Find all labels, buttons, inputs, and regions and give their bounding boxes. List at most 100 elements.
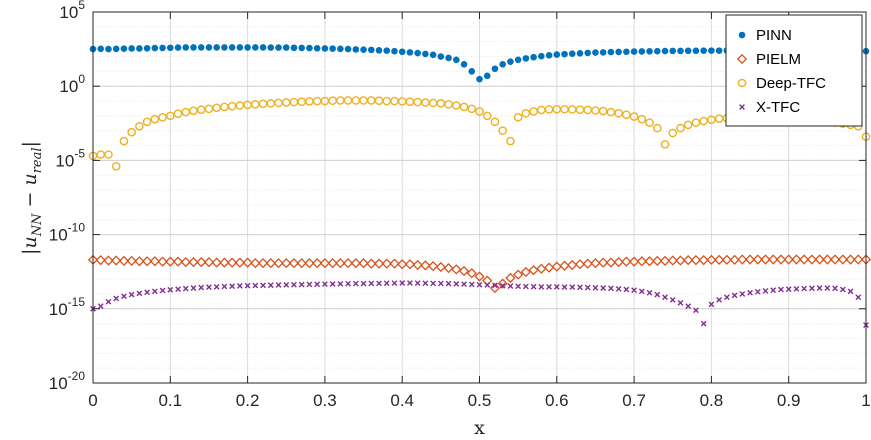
data-point [236,282,243,289]
data-point [492,282,498,289]
data-point [327,257,338,269]
data-point [839,286,846,293]
data-point [306,44,313,52]
data-point [660,140,670,149]
data-point [475,107,484,116]
data-point [414,280,421,286]
legend-label: X-TFC [756,99,800,116]
data-point [708,301,715,308]
data-point [420,260,431,271]
data-point [476,281,483,288]
data-point [375,47,383,54]
data-point [824,285,831,291]
data-point [422,50,429,58]
data-point [637,114,647,124]
data-point [172,256,184,267]
data-point [337,280,344,287]
legend-label: PIELM [756,51,801,68]
data-point [206,284,212,290]
legend-box [725,14,863,127]
data-point [120,45,128,52]
data-point [538,283,545,290]
data-point [614,108,623,118]
data-point [105,298,112,305]
data-point [561,284,568,290]
data-point [121,293,127,300]
data-point [430,280,437,287]
data-point [321,45,329,52]
data-point [406,49,414,56]
data-point [729,254,740,265]
data-point [545,52,553,59]
data-point [638,288,645,295]
data-point [445,54,452,62]
x-tick-label: 0.1 [158,391,182,410]
data-point [491,65,499,73]
data-point [513,113,523,122]
data-point [352,46,360,53]
data-point [257,257,269,269]
data-point [165,111,175,121]
data-point [358,257,369,269]
data-point [182,285,189,292]
data-point [197,44,205,51]
data-point [692,47,700,55]
data-point [662,294,668,301]
data-point [198,284,205,291]
y-tick-label: 105 [59,0,85,22]
data-point [128,45,135,52]
data-point [543,262,555,273]
data-point [466,268,477,279]
data-point [621,256,632,267]
data-point [699,116,708,126]
data-point [739,291,746,297]
data-point [683,120,693,130]
data-point [669,47,677,55]
data-point [623,48,630,56]
data-point [296,257,307,269]
data-point [629,112,639,121]
data-point [188,256,199,268]
data-point [685,303,692,310]
data-point [134,256,145,267]
data-point [608,285,614,292]
x-tick-label: 0.3 [313,391,337,410]
data-point [714,254,725,265]
data-point [367,46,375,54]
data-point [173,109,183,119]
data-point [605,257,617,268]
x-tick-label: 0.5 [468,391,492,410]
data-point [636,256,647,267]
data-point [267,44,275,51]
data-point [638,48,646,55]
legend-marker [736,53,748,65]
data-point [521,108,531,118]
data-point [847,288,854,295]
data-point [646,47,653,55]
data-point [483,72,491,80]
data-point [221,283,228,290]
data-point [182,44,190,51]
data-point [752,254,763,265]
data-point [653,47,661,55]
data-point [768,254,779,265]
data-point [97,45,105,53]
y-axis-label: |uNN − ureal| [19,141,45,255]
data-point [105,45,112,53]
data-point [584,49,592,57]
x-tick-labels: 0 0.1 0.2 0.3 0.4 0.5 0.6 0.7 0.8 0.9 1 [88,391,870,410]
data-point [592,49,599,56]
data-point [159,287,166,294]
data-point [615,285,622,292]
data-point [149,256,160,267]
data-point [165,256,176,267]
data-point [368,280,375,287]
data-point [452,101,461,110]
data-point [646,289,653,296]
data-point [599,49,607,56]
data-point [668,128,678,138]
data-point [468,68,476,75]
data-point [855,294,862,301]
y-tick-label: 10-15 [49,295,86,319]
